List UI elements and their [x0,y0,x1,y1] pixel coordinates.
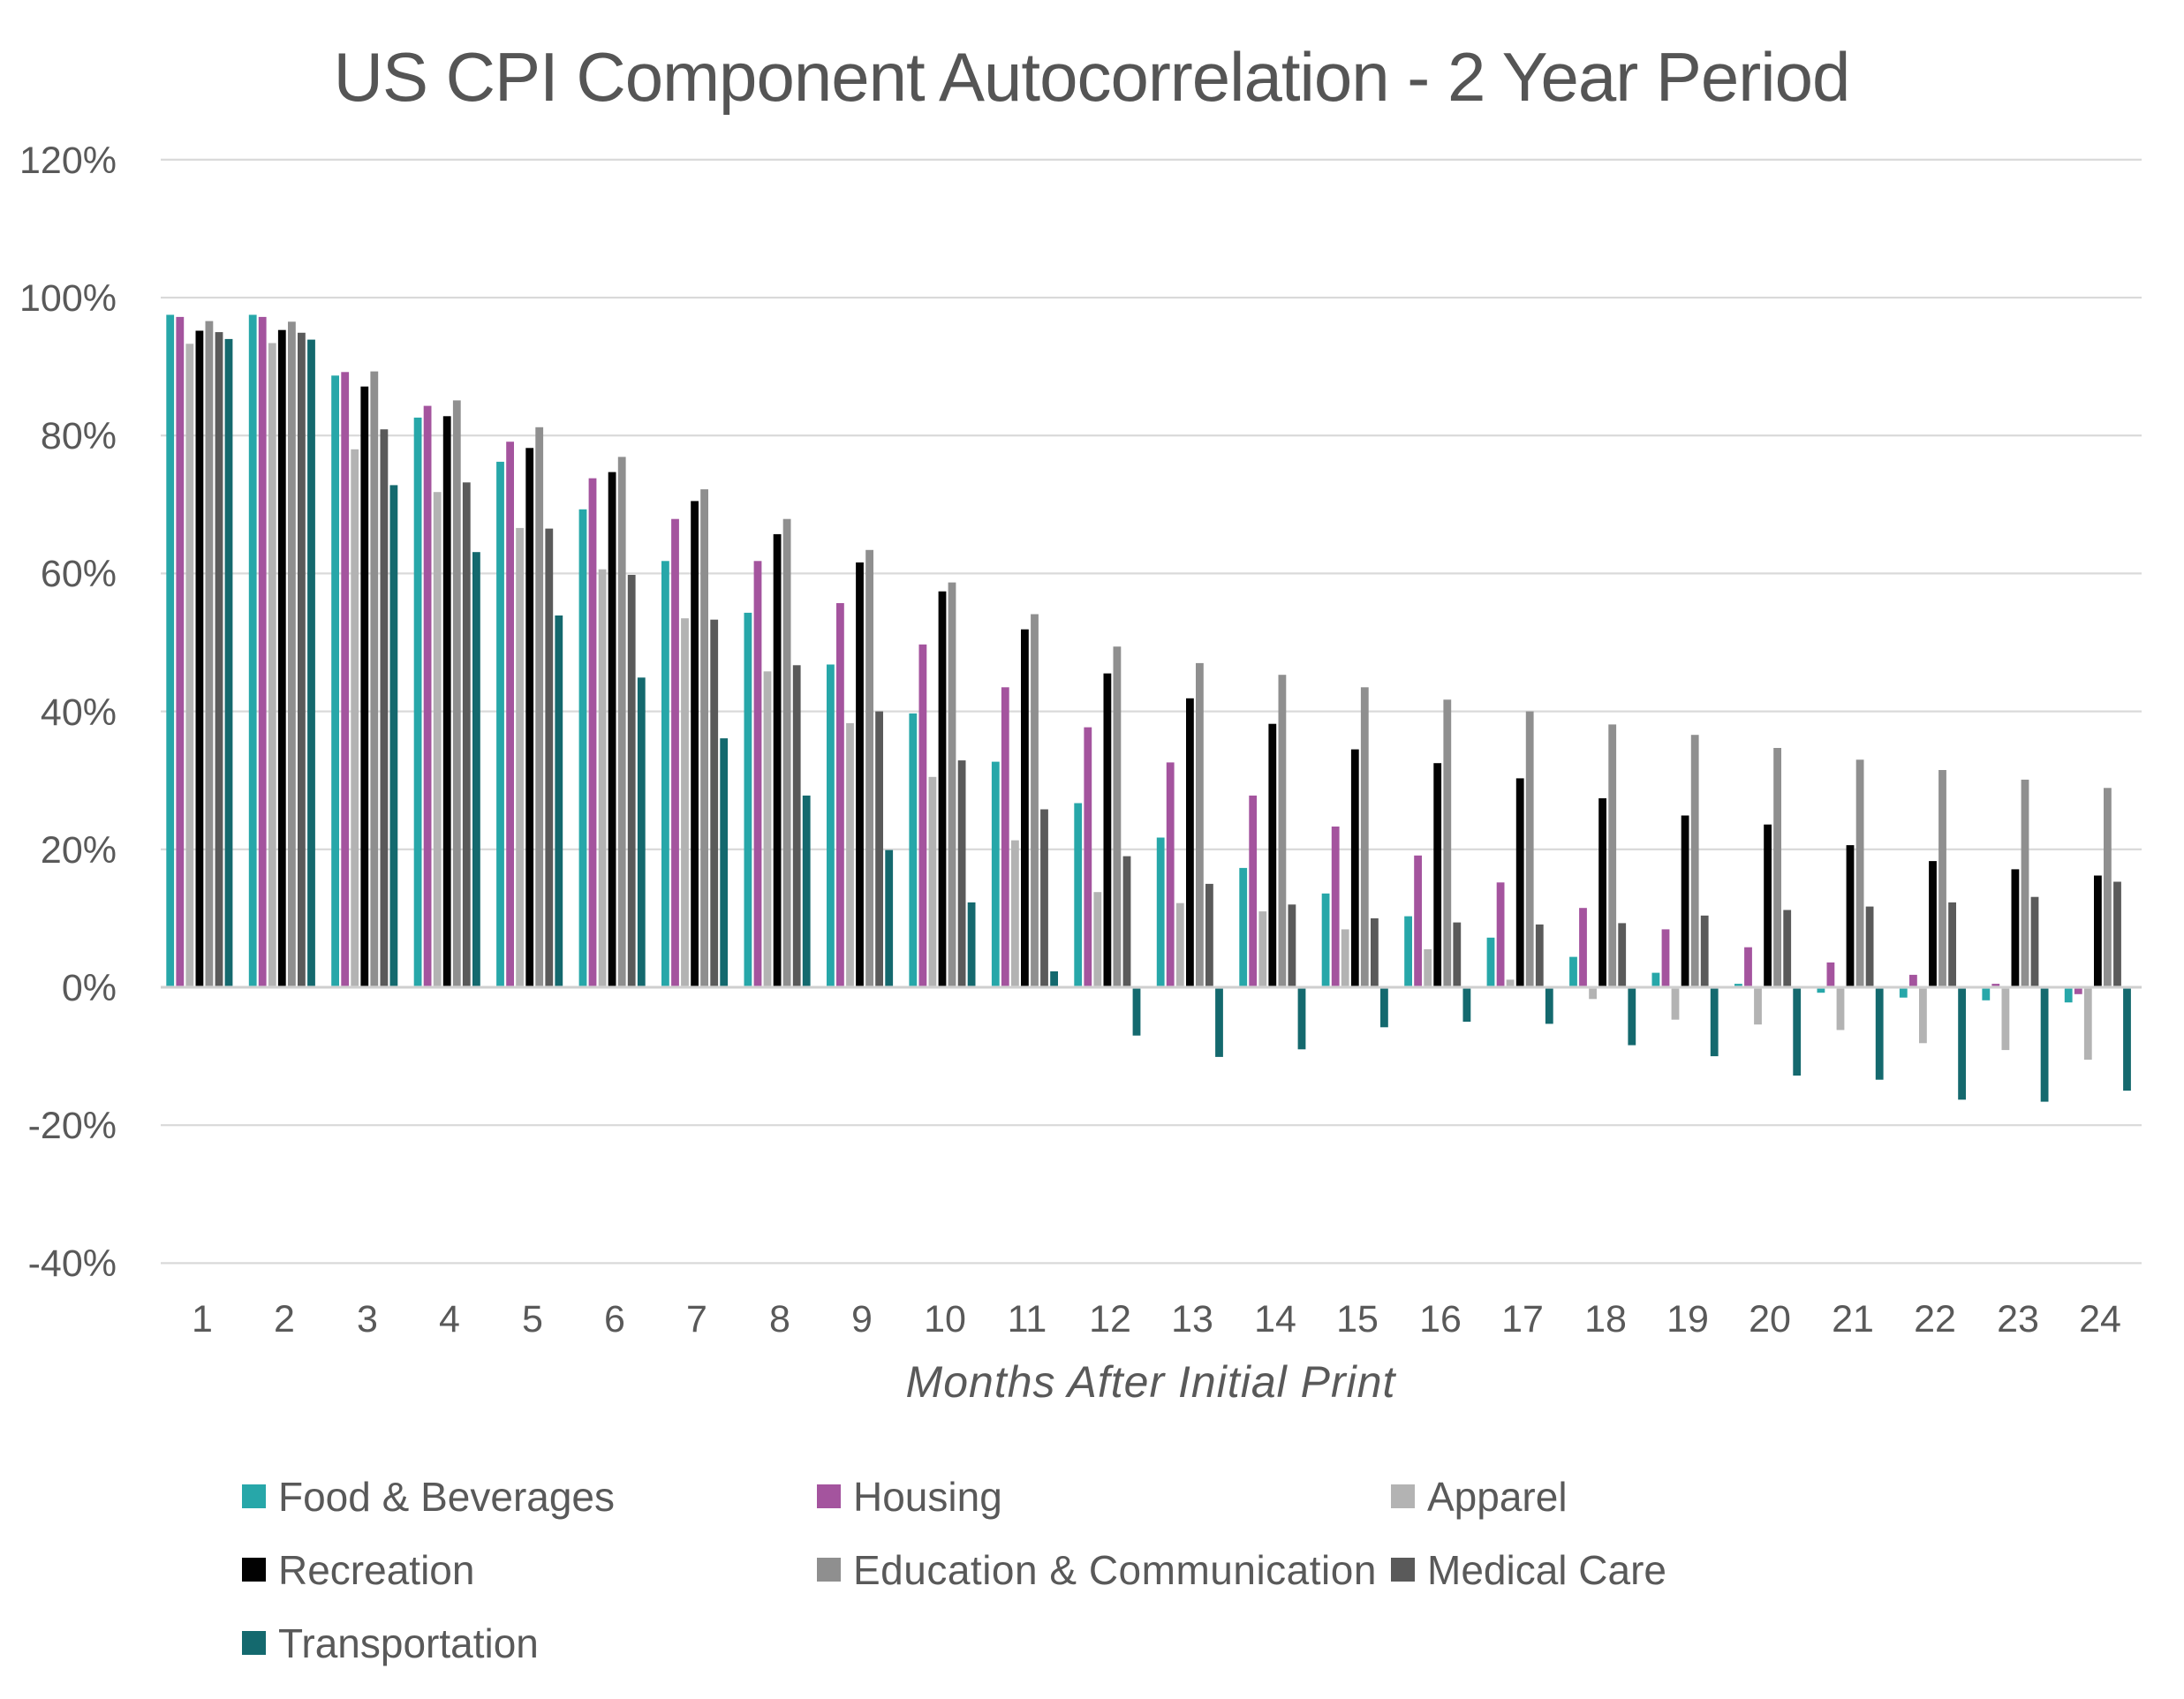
svg-text:5: 5 [522,1298,543,1340]
svg-text:Medical Care: Medical Care [1427,1547,1666,1593]
svg-text:8: 8 [769,1298,790,1340]
svg-text:Months After Initial Print: Months After Initial Print [906,1357,1397,1407]
svg-text:11: 11 [1008,1298,1047,1340]
svg-text:2: 2 [274,1298,295,1340]
svg-text:80%: 80% [41,415,117,457]
svg-text:120%: 120% [19,140,117,182]
svg-text:Education & Communication: Education & Communication [853,1547,1377,1593]
svg-text:16: 16 [1419,1298,1462,1340]
svg-text:12: 12 [1089,1298,1131,1340]
svg-text:18: 18 [1584,1298,1627,1340]
svg-text:Apparel: Apparel [1427,1474,1568,1520]
svg-text:Housing: Housing [853,1474,1002,1520]
svg-text:22: 22 [1914,1298,1956,1340]
svg-text:0%: 0% [62,967,117,1009]
svg-text:21: 21 [1832,1298,1874,1340]
svg-text:17: 17 [1501,1298,1544,1340]
svg-text:20%: 20% [41,829,117,872]
svg-text:20: 20 [1749,1298,1791,1340]
svg-text:1: 1 [192,1298,213,1340]
svg-text:13: 13 [1171,1298,1213,1340]
svg-text:3: 3 [357,1298,378,1340]
svg-text:Food & Beverages: Food & Beverages [278,1474,615,1520]
svg-text:4: 4 [439,1298,460,1340]
svg-text:10: 10 [924,1298,966,1340]
svg-text:Transportation: Transportation [278,1620,539,1666]
svg-text:7: 7 [686,1298,707,1340]
svg-text:-20%: -20% [28,1105,117,1147]
svg-text:24: 24 [2079,1298,2121,1340]
svg-text:US CPI Component Autocorrelati: US CPI Component Autocorrelation - 2 Yea… [334,38,1850,116]
svg-text:14: 14 [1254,1298,1296,1340]
svg-text:23: 23 [1997,1298,2039,1340]
svg-text:15: 15 [1336,1298,1379,1340]
svg-text:19: 19 [1666,1298,1709,1340]
svg-text:Recreation: Recreation [278,1547,474,1593]
svg-text:40%: 40% [41,691,117,734]
svg-text:6: 6 [604,1298,625,1340]
svg-text:-40%: -40% [28,1242,117,1285]
svg-text:60%: 60% [41,553,117,595]
svg-text:100%: 100% [19,277,117,320]
svg-text:9: 9 [851,1298,873,1340]
